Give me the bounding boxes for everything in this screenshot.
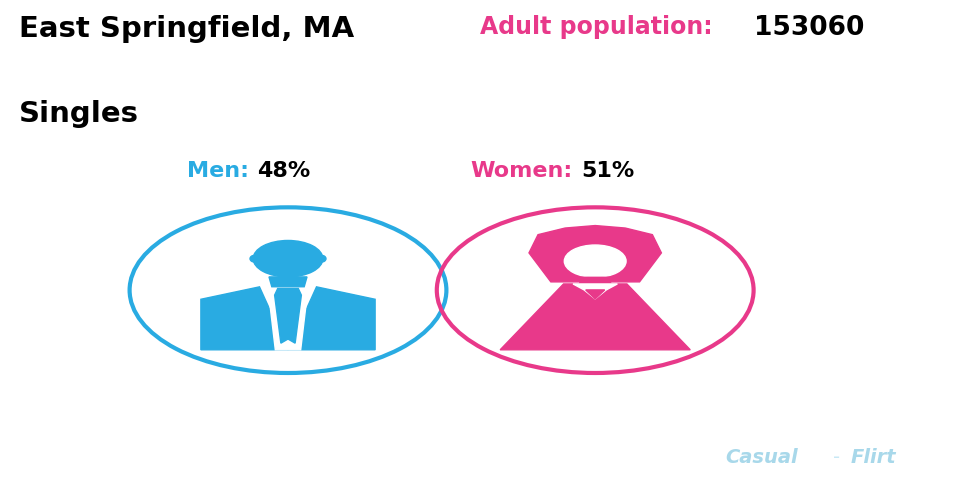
Text: Women:: Women: — [470, 160, 573, 180]
Text: 48%: 48% — [257, 160, 310, 180]
Polygon shape — [275, 289, 301, 344]
Text: Singles: Singles — [19, 100, 139, 128]
Polygon shape — [500, 285, 690, 350]
Text: Men:: Men: — [187, 160, 250, 180]
Circle shape — [253, 241, 323, 278]
Text: Casual: Casual — [725, 447, 798, 466]
Text: Adult population:: Adult population: — [480, 15, 712, 39]
Text: 153060: 153060 — [754, 15, 864, 41]
Polygon shape — [201, 287, 288, 350]
Polygon shape — [268, 289, 308, 350]
Circle shape — [564, 245, 626, 278]
Text: -: - — [833, 447, 840, 466]
Ellipse shape — [316, 256, 326, 263]
Text: East Springfield, MA: East Springfield, MA — [19, 15, 354, 43]
Polygon shape — [586, 291, 605, 299]
Polygon shape — [580, 278, 611, 285]
Text: Flirt: Flirt — [851, 447, 897, 466]
Polygon shape — [269, 278, 307, 287]
Polygon shape — [288, 287, 375, 350]
Ellipse shape — [250, 256, 260, 263]
Text: 51%: 51% — [581, 160, 634, 180]
Polygon shape — [529, 226, 661, 283]
Polygon shape — [573, 285, 617, 299]
